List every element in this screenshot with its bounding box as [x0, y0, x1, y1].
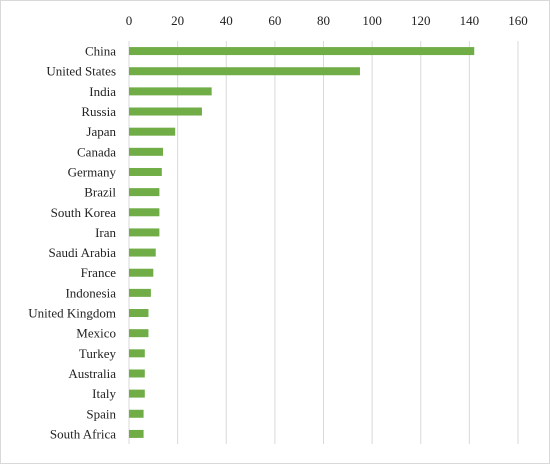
category-label: Iran	[95, 225, 116, 240]
category-label: Indonesia	[65, 285, 116, 300]
bar-saudi-arabia	[129, 248, 156, 257]
category-labels: China United States India Russia Japan Canada…	[28, 44, 116, 442]
category-label: Brazil	[84, 185, 116, 200]
category-label: South Korea	[51, 205, 117, 220]
category-label: United Kingdom	[28, 306, 116, 321]
bar-brazil	[129, 188, 160, 197]
bar-china	[129, 47, 475, 56]
gridlines	[128, 41, 519, 444]
bar-united-states	[129, 67, 360, 76]
bar-iran	[129, 228, 160, 237]
category-label: Germany	[68, 164, 117, 179]
bar-mexico	[129, 329, 149, 338]
bar-united-kingdom	[129, 309, 149, 318]
x-tick-label: 100	[362, 13, 382, 28]
bar-australia	[129, 369, 145, 378]
x-tick-label: 160	[508, 13, 528, 28]
category-label: South Africa	[50, 426, 116, 441]
bar-india	[129, 87, 212, 96]
bar-canada	[129, 147, 164, 156]
bar-south-africa	[129, 429, 144, 438]
category-label: China	[85, 44, 116, 59]
x-tick-label: 20	[171, 13, 184, 28]
x-tick-label: 60	[268, 13, 281, 28]
bars	[129, 47, 475, 438]
x-tick-label: 40	[220, 13, 233, 28]
bar-south-korea	[129, 208, 160, 217]
category-label: Australia	[68, 366, 116, 381]
bar-indonesia	[129, 288, 151, 297]
category-label: Italy	[92, 386, 116, 401]
bar-russia	[129, 107, 202, 116]
x-tick-label: 0	[126, 13, 133, 28]
category-label: Saudi Arabia	[48, 245, 116, 260]
category-label: India	[89, 84, 116, 99]
bar-italy	[129, 389, 145, 398]
bar-turkey	[129, 349, 145, 358]
category-label: United States	[46, 64, 116, 79]
bar-france	[129, 268, 154, 277]
category-label: Japan	[86, 124, 116, 139]
x-tick-label: 120	[411, 13, 431, 28]
category-label: Canada	[77, 144, 116, 159]
category-label: Mexico	[76, 326, 116, 341]
category-label: Turkey	[79, 346, 117, 361]
x-tick-label: 140	[460, 13, 480, 28]
x-axis-tick-labels: 0 20 40 60 80 100 120 140 160	[126, 13, 528, 28]
bar-japan	[129, 127, 176, 136]
bar-spain	[129, 409, 144, 418]
x-tick-label: 80	[317, 13, 330, 28]
bar-germany	[129, 167, 162, 176]
category-label: Russia	[81, 104, 116, 119]
category-label: France	[81, 265, 117, 280]
category-label: Spain	[86, 406, 116, 421]
